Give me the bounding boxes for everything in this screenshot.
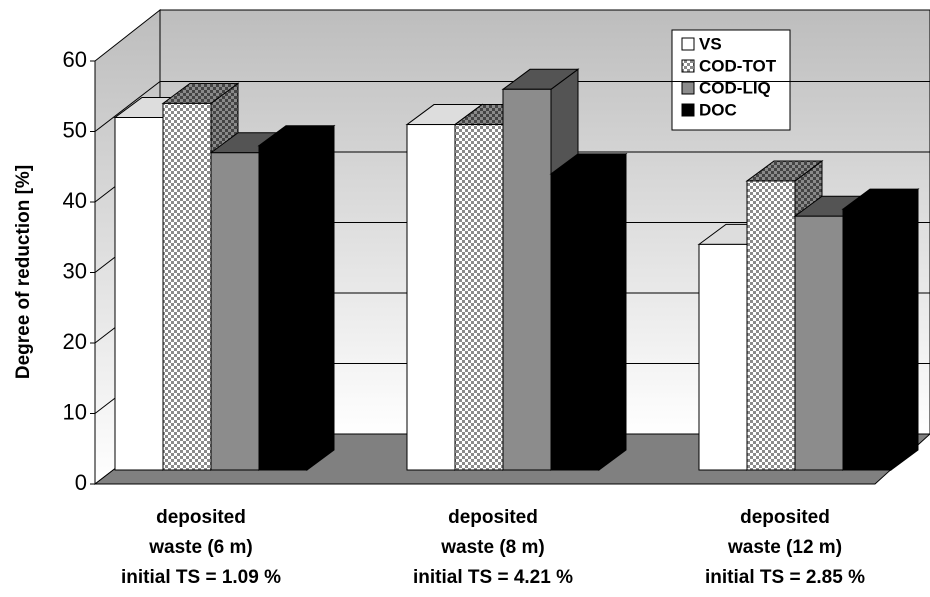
legend-swatch <box>681 81 695 95</box>
x-tick-label: deposited <box>448 507 538 528</box>
legend-label: COD-TOT <box>699 56 777 75</box>
y-tick-label: 0 <box>75 470 87 495</box>
x-tick-label: initial TS = 2.85 % <box>705 567 865 588</box>
bar-front <box>842 208 892 471</box>
legend-swatch <box>681 37 695 51</box>
y-tick-label: 60 <box>63 47 87 72</box>
y-axis-title: Degree of reduction [%] <box>13 165 34 379</box>
legend-label: COD-LIQ <box>699 78 771 97</box>
bar-front <box>210 152 260 471</box>
grid-line <box>94 81 161 132</box>
bar-front <box>794 215 844 471</box>
x-tick-label: waste (8 m) <box>440 537 544 558</box>
bar-front <box>114 117 164 471</box>
y-tick-label: 40 <box>63 188 87 213</box>
x-tick-label: deposited <box>156 507 246 528</box>
bar-front <box>162 102 212 471</box>
x-tick-label: deposited <box>740 507 830 528</box>
x-tick-label: initial TS = 1.09 % <box>121 567 281 588</box>
legend-label: VS <box>699 34 722 53</box>
bar-side <box>306 124 335 471</box>
bar <box>841 188 920 471</box>
x-tick-label: waste (6 m) <box>148 537 252 558</box>
bar-front <box>550 173 600 471</box>
bar-front <box>258 145 308 471</box>
y-tick-label: 20 <box>63 329 87 354</box>
bar <box>549 152 628 471</box>
legend-label: DOC <box>699 100 737 119</box>
bar-front <box>454 124 504 471</box>
bar-front <box>502 88 552 471</box>
bar-side <box>598 152 627 471</box>
legend: VS COD-TOT COD-LIQ DOC <box>671 29 791 131</box>
bar-side <box>890 188 919 471</box>
bar-front <box>406 124 456 471</box>
y-tick-label: 10 <box>63 399 87 424</box>
x-tick-label: waste (12 m) <box>727 537 842 558</box>
y-tick-label: 30 <box>63 258 87 283</box>
bar-front <box>746 180 796 471</box>
x-tick-label: initial TS = 4.21 % <box>413 567 573 588</box>
legend-swatch <box>681 103 695 117</box>
bar-front <box>698 243 748 471</box>
legend-swatch <box>681 59 695 73</box>
y-tick-label: 50 <box>63 117 87 142</box>
bar <box>257 124 336 471</box>
